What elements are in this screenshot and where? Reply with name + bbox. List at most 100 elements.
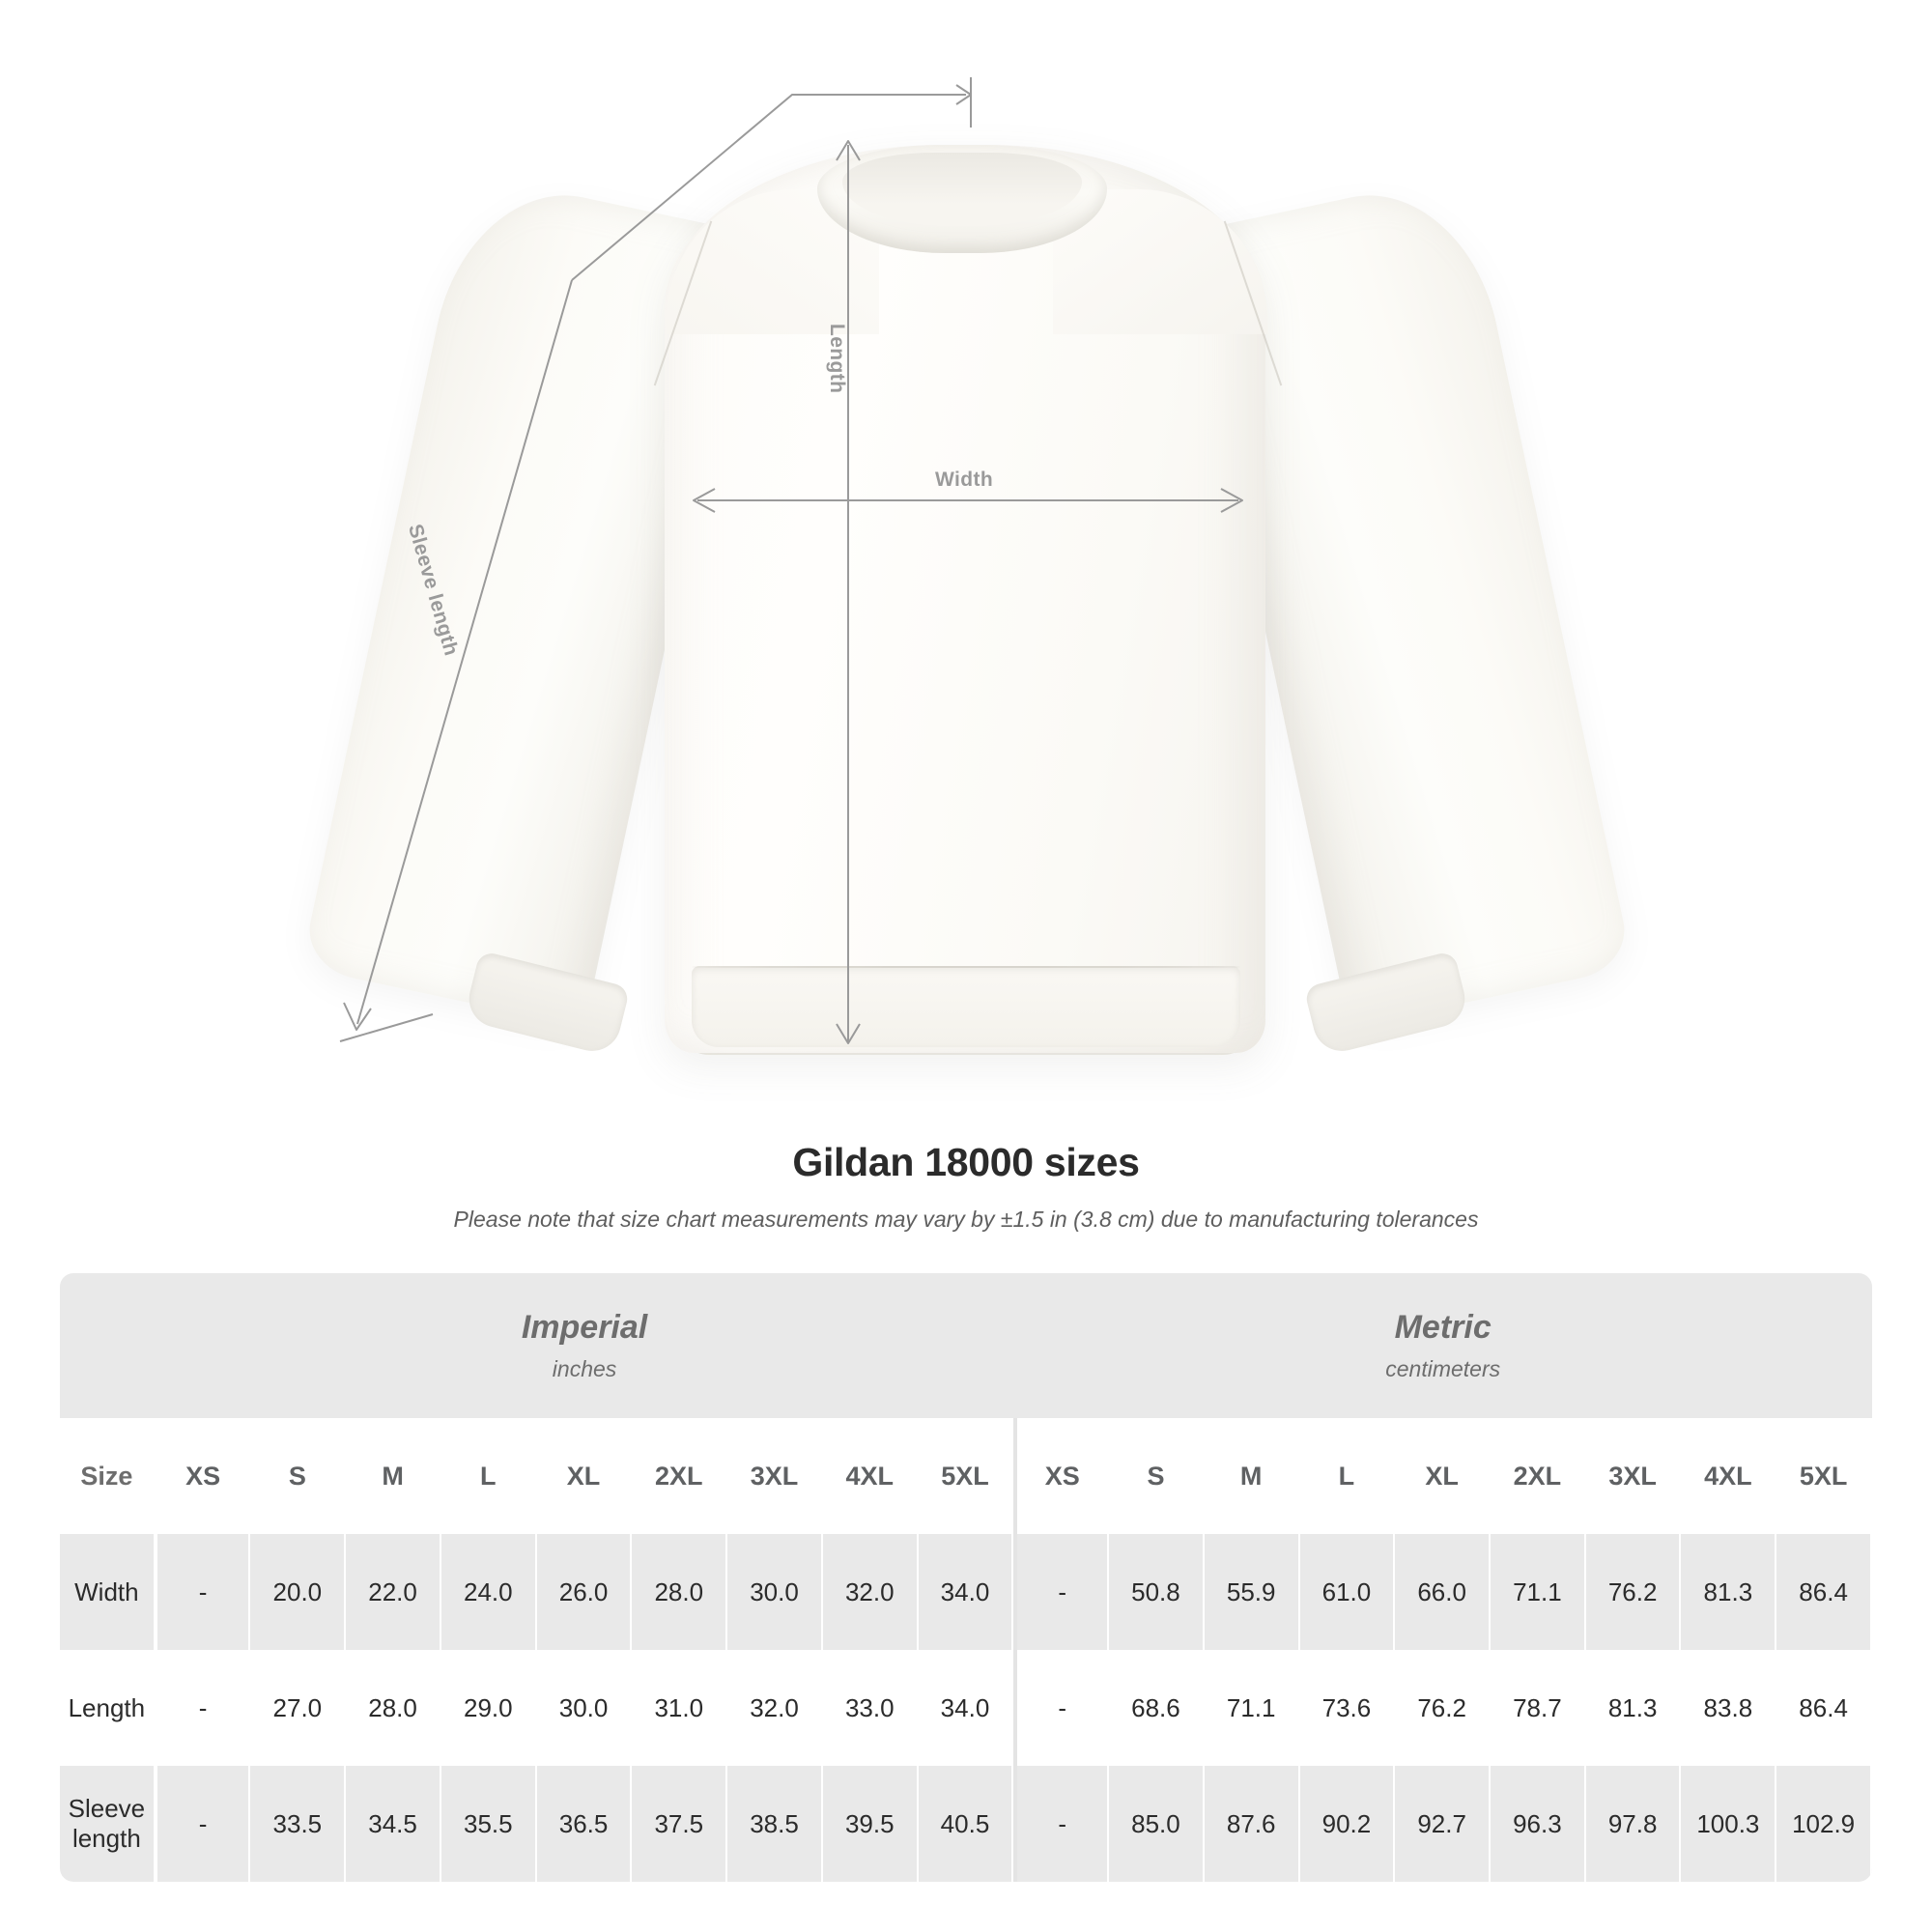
unit-name: Metric (1394, 1309, 1492, 1346)
size-header-cell-imperial-5xl: 5XL (918, 1418, 1014, 1534)
size-header-cell-metric-xs: XS (1013, 1418, 1110, 1534)
cell-length-imperial-s: 27.0 (250, 1650, 347, 1766)
cell-sleeve-length-metric-4xl: 100.3 (1681, 1766, 1777, 1882)
size-header-row: Size XS S M L XL 2XL 3XL 4XL 5XL XS S M L XL 2XL 3XL 4XL 5… (60, 1418, 1872, 1534)
cell-length-metric-xl: 76.2 (1395, 1650, 1492, 1766)
cell-length-metric-xs: - (1013, 1650, 1110, 1766)
page-title: Gildan 18000 sizes (792, 1140, 1140, 1184)
sleeve-arrow-bottom (343, 1002, 372, 1031)
table-row: Width -20.0 22.0 24.0 26.0 28.0 30.0 32.0 34.0-5… (60, 1534, 1872, 1650)
cell-sleeve-length-metric-xs: - (1013, 1766, 1110, 1882)
unit-header-row: Imperial inches Metric centimeters (60, 1273, 1872, 1418)
cell-length-imperial-xs: - (155, 1650, 251, 1766)
cell-width-metric-l: 61.0 (1299, 1534, 1396, 1650)
size-table: Imperial inches Metric centimeters Size XS S M L… (60, 1273, 1872, 1882)
row-label-sleeve-length: Sleeve length (60, 1766, 156, 1882)
cell-length-imperial-m: 28.0 (346, 1650, 441, 1766)
cell-width-imperial-m: 22.0 (346, 1534, 441, 1650)
cell-sleeve-length-imperial-s: 33.5 (250, 1766, 347, 1882)
cell-length-imperial-xl: 30.0 (536, 1650, 633, 1766)
bottom-hem (692, 966, 1240, 1047)
cell-width-metric-4xl: 81.3 (1681, 1534, 1777, 1650)
row-label-width: Width (60, 1534, 156, 1650)
cell-width-imperial-s: 20.0 (250, 1534, 347, 1650)
hem-seam (692, 966, 1240, 968)
cell-sleeve-length-imperial-l: 35.5 (440, 1766, 537, 1882)
table-row: Sleeve length - 33.5 34.5 35.5 36.5 37.5 38.5 39… (60, 1766, 1872, 1882)
cell-sleeve-length-imperial-m: 34.5 (346, 1766, 441, 1882)
cell-sleeve-length-metric-5xl: 102.9 (1776, 1766, 1872, 1882)
size-header-cell-imperial-3xl: 3XL (727, 1418, 823, 1534)
size-header-cell-metric-2xl: 2XL (1491, 1418, 1586, 1534)
cell-sleeve-length-metric-2xl: 96.3 (1491, 1766, 1586, 1882)
table-row: Length -27.0 28.0 29.0 30.0 31.0 32.0 33.0 34.0-… (60, 1650, 1872, 1766)
width-annotation-label: Width (935, 469, 994, 491)
size-header-cell-imperial-xl: XL (536, 1418, 633, 1534)
unit-subtitle: centimeters (1385, 1356, 1501, 1381)
cell-width-metric-5xl: 86.4 (1776, 1534, 1872, 1650)
cell-length-imperial-2xl: 31.0 (632, 1650, 728, 1766)
cell-width-metric-xs: - (1013, 1534, 1110, 1650)
cell-width-imperial-4xl: 32.0 (822, 1534, 919, 1650)
cell-length-metric-s: 68.6 (1109, 1650, 1205, 1766)
unit-header-metric: Metric centimeters (1013, 1273, 1872, 1418)
length-arrow-top (836, 140, 861, 161)
garment-illustration: Length Width Sleeve length (300, 77, 1634, 1058)
size-header-cell-imperial-xs: XS (155, 1418, 251, 1534)
cell-length-metric-m: 71.1 (1204, 1650, 1300, 1766)
collar-opening (842, 153, 1082, 226)
length-arrow-bottom (836, 1023, 861, 1044)
size-header-cell-imperial-l: L (440, 1418, 537, 1534)
cell-width-imperial-3xl: 30.0 (727, 1534, 823, 1650)
cell-width-metric-3xl: 76.2 (1585, 1534, 1682, 1650)
cell-sleeve-length-metric-s: 85.0 (1109, 1766, 1205, 1882)
cell-sleeve-length-metric-xl: 92.7 (1395, 1766, 1492, 1882)
size-header-cell-imperial-2xl: 2XL (632, 1418, 728, 1534)
cell-sleeve-length-metric-l: 90.2 (1299, 1766, 1396, 1882)
unit-name: Imperial (521, 1309, 648, 1346)
cell-sleeve-length-imperial-xl: 36.5 (536, 1766, 633, 1882)
unit-subtitle: inches (552, 1356, 617, 1381)
cell-length-metric-3xl: 81.3 (1585, 1650, 1682, 1766)
size-header-cell-metric-4xl: 4XL (1681, 1418, 1777, 1534)
size-header-cell-imperial-4xl: 4XL (822, 1418, 919, 1534)
length-annotation-label: Length (826, 324, 848, 394)
row-label-length: Length (60, 1650, 156, 1766)
size-header-cell-imperial-m: M (346, 1418, 441, 1534)
width-arrow-left (693, 488, 716, 513)
cell-width-imperial-xl: 26.0 (536, 1534, 633, 1650)
sweatshirt-graphic (300, 145, 1634, 1058)
cell-sleeve-length-imperial-3xl: 38.5 (727, 1766, 823, 1882)
title-block: Gildan 18000 sizes Please note that size… (0, 1121, 1932, 1233)
cell-width-metric-2xl: 71.1 (1491, 1534, 1586, 1650)
cell-sleeve-length-metric-m: 87.6 (1204, 1766, 1300, 1882)
cell-length-imperial-3xl: 32.0 (727, 1650, 823, 1766)
cell-width-metric-xl: 66.0 (1395, 1534, 1492, 1650)
unit-header-spacer (60, 1273, 156, 1418)
cell-sleeve-length-imperial-5xl: 40.5 (918, 1766, 1014, 1882)
cell-length-imperial-4xl: 33.0 (822, 1650, 919, 1766)
size-header-cell-metric-l: L (1299, 1418, 1396, 1534)
cell-length-imperial-5xl: 34.0 (918, 1650, 1014, 1766)
cell-sleeve-length-imperial-2xl: 37.5 (632, 1766, 728, 1882)
cell-length-metric-l: 73.6 (1299, 1650, 1396, 1766)
width-arrow-right (1220, 488, 1243, 513)
page-subtitle: Please note that size chart measurements… (453, 1207, 1479, 1232)
cell-length-metric-2xl: 78.7 (1491, 1650, 1586, 1766)
size-header-cell-metric-xl: XL (1395, 1418, 1492, 1534)
measurement-lines (339, 77, 1243, 1044)
unit-header-imperial: Imperial inches (155, 1273, 1014, 1418)
cell-length-metric-4xl: 83.8 (1681, 1650, 1777, 1766)
cell-length-metric-5xl: 86.4 (1776, 1650, 1872, 1766)
cell-width-imperial-2xl: 28.0 (632, 1534, 728, 1650)
sleeve-leader-line (571, 94, 966, 281)
size-header-label: Size (60, 1418, 156, 1534)
size-header-cell-metric-5xl: 5XL (1776, 1418, 1872, 1534)
cell-width-metric-s: 50.8 (1109, 1534, 1205, 1650)
cell-width-metric-m: 55.9 (1204, 1534, 1300, 1650)
sleeve-end-tick (339, 1013, 434, 1042)
size-header-cell-metric-s: S (1109, 1418, 1205, 1534)
size-header-cell-imperial-s: S (250, 1418, 347, 1534)
cell-sleeve-length-imperial-4xl: 39.5 (822, 1766, 919, 1882)
sleeve-measure-line (356, 279, 573, 1025)
